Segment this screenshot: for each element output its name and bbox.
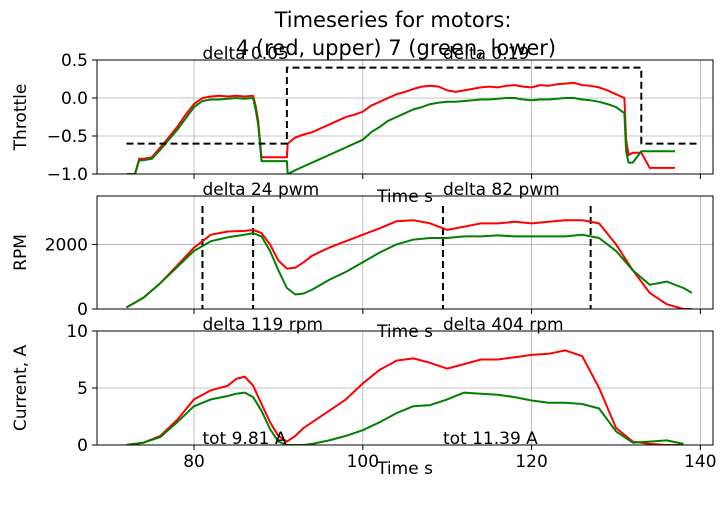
- x-axis-label: Time s: [376, 187, 433, 207]
- x-axis-label: Time s: [376, 459, 433, 479]
- panel-current: 80 100 120 140 0 5 10 Current, A Time s delta 119…: [11, 315, 717, 479]
- axes-frame: [96, 59, 714, 175]
- y-tick-label: 0.0: [61, 89, 88, 109]
- y-tick-label: 10: [66, 322, 88, 342]
- x-tick-label: 100: [347, 452, 379, 472]
- series-line-0: [126, 349, 684, 445]
- series-line-2: [126, 66, 701, 145]
- annotation-label: delta 119 rpm: [202, 315, 323, 335]
- annotation-label: tot 9.81 A: [202, 429, 286, 449]
- annotation-label: delta 24 pwm: [202, 180, 319, 200]
- y-axis-label: Throttle: [11, 84, 31, 152]
- annotation-label: delta 404 rpm: [443, 315, 564, 335]
- plots-group: −1.0 −0.5 0.0 0.5 Throttle Time s delta 0.05 de…: [11, 44, 717, 479]
- series-line-0: [126, 81, 675, 174]
- annotation-label: delta 82 pwm: [443, 180, 560, 200]
- annotation-label: tot 11.39 A: [443, 429, 538, 449]
- x-axis-label: Time s: [376, 322, 433, 342]
- y-tick-label: −1.0: [47, 165, 88, 185]
- annotation-label: delta 0.05: [202, 44, 288, 64]
- figure-title-line2: 4 (red, upper) 7 (green, lower): [236, 36, 556, 60]
- panel-throttle: −1.0 −0.5 0.0 0.5 Throttle Time s delta 0.05 de…: [11, 44, 714, 207]
- x-tick-label: 140: [684, 452, 716, 472]
- x-tick-label: 120: [515, 452, 547, 472]
- y-tick-label: −0.5: [47, 127, 88, 147]
- axes-frame: [96, 195, 714, 310]
- y-tick-label: 0: [77, 436, 88, 456]
- annotation-label: delta 0.19: [443, 44, 529, 64]
- y-axis-label: RPM: [11, 234, 31, 271]
- y-axis-label: Current, A: [11, 344, 31, 431]
- series-line-1: [126, 97, 675, 174]
- series-line-1: [126, 232, 693, 309]
- x-tick-label: 80: [183, 452, 205, 472]
- y-tick-label: 5: [77, 379, 88, 399]
- y-tick-label: 0.5: [61, 51, 88, 71]
- y-tick-label: 0: [77, 300, 88, 320]
- series-line-1: [126, 391, 684, 445]
- y-tick-label: 2000: [45, 235, 88, 255]
- panel-rpm: 0 2000 RPM Time s delta 24 pwm delta 82 pwm: [11, 180, 714, 342]
- figure-title-line1: Timeseries for motors:: [274, 8, 512, 32]
- series-line-0: [126, 219, 692, 309]
